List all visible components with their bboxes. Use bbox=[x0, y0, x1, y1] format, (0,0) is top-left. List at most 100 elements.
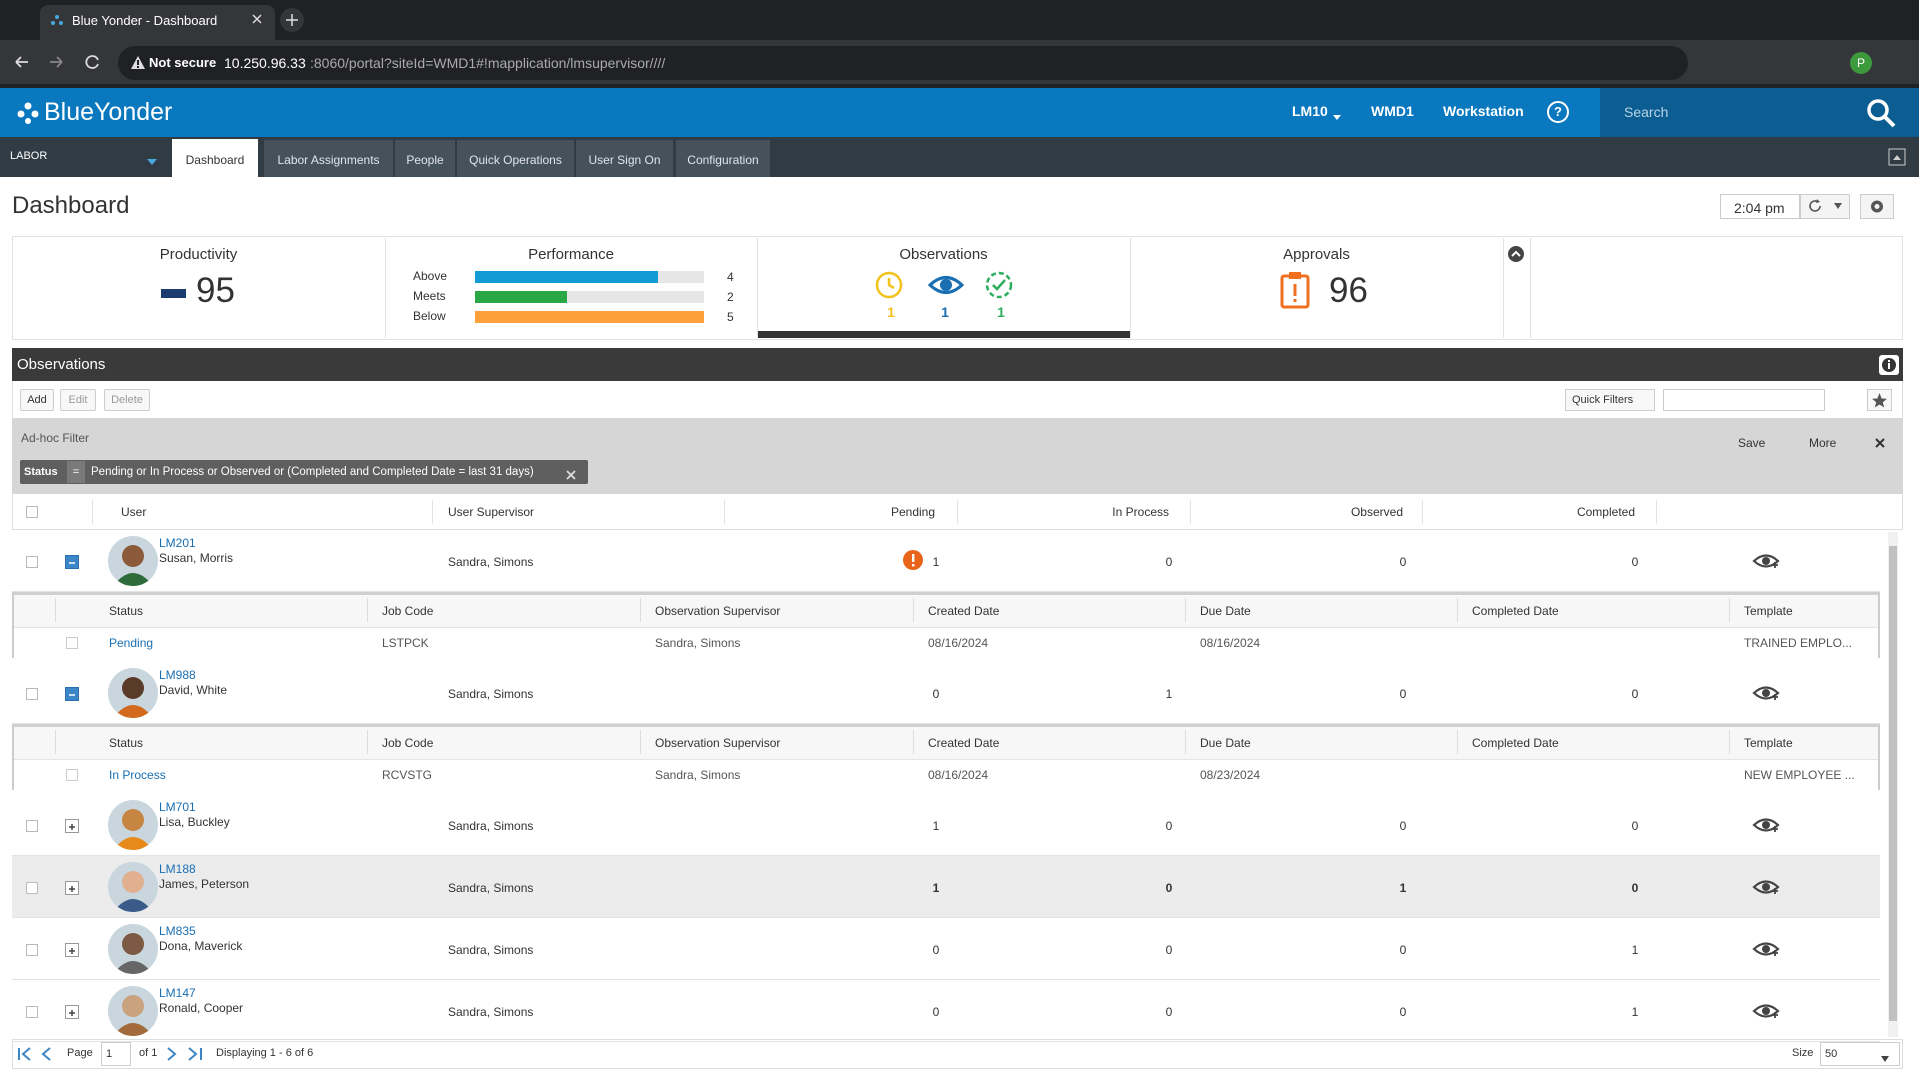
sub-column-header[interactable]: Template bbox=[1744, 736, 1793, 750]
expander[interactable] bbox=[65, 943, 79, 957]
refresh[interactable] bbox=[1800, 194, 1850, 219]
user-id[interactable]: LM835 bbox=[159, 924, 196, 938]
observe-button[interactable] bbox=[1752, 551, 1780, 571]
filter-input[interactable] bbox=[1663, 389, 1825, 411]
nav-tab[interactable] bbox=[457, 140, 574, 177]
filter-close[interactable] bbox=[1874, 436, 1886, 448]
user-id[interactable]: LM201 bbox=[159, 536, 196, 550]
search-icon[interactable] bbox=[1866, 98, 1896, 128]
checkbox[interactable] bbox=[26, 1006, 38, 1018]
settings[interactable] bbox=[1860, 194, 1894, 219]
help[interactable]: ? bbox=[1547, 101, 1569, 123]
expander[interactable] bbox=[65, 687, 79, 701]
sub-column-header[interactable]: Job Code bbox=[382, 604, 434, 618]
expander[interactable] bbox=[65, 881, 79, 895]
more[interactable]: More bbox=[1809, 436, 1837, 450]
observe-button[interactable] bbox=[1752, 877, 1780, 897]
pager-prev[interactable] bbox=[16, 1046, 56, 1062]
expander[interactable] bbox=[65, 1005, 79, 1019]
url-field[interactable] bbox=[118, 46, 1688, 80]
sub-column-header[interactable]: Job Code bbox=[382, 736, 434, 750]
user-id[interactable]: LM188 bbox=[159, 862, 196, 876]
nav-tab-label[interactable]: Configuration bbox=[687, 153, 759, 167]
filter-star[interactable] bbox=[1867, 389, 1892, 411]
module[interactable]: LABOR bbox=[10, 150, 48, 162]
nav-buttons[interactable] bbox=[12, 52, 102, 72]
sub-column-header[interactable]: Created Date bbox=[928, 604, 1000, 618]
row[interactable] bbox=[12, 530, 1880, 592]
nav-tab[interactable] bbox=[676, 140, 770, 177]
sub-column-header[interactable]: Due Date bbox=[1200, 604, 1251, 618]
row[interactable] bbox=[12, 794, 1880, 856]
nav-tab[interactable] bbox=[264, 140, 393, 177]
sub-column-header[interactable]: Observation Supervisor bbox=[655, 736, 781, 750]
size-select[interactable]: 50 bbox=[1820, 1042, 1900, 1066]
pager-next[interactable] bbox=[165, 1046, 205, 1062]
nav-tab-label[interactable]: Dashboard bbox=[185, 153, 245, 167]
checkbox[interactable] bbox=[26, 882, 38, 894]
observe-button[interactable] bbox=[1752, 939, 1780, 959]
column-header[interactable]: Pending bbox=[890, 505, 936, 519]
sub-column-header[interactable]: Created Date bbox=[928, 736, 1000, 750]
new-tab[interactable] bbox=[280, 8, 304, 32]
toolbar-button[interactable]: Edit bbox=[60, 389, 96, 411]
header-menu[interactable]: LM10 bbox=[1292, 103, 1328, 119]
save[interactable]: Save bbox=[1738, 436, 1766, 450]
collapse[interactable] bbox=[1888, 148, 1906, 166]
column-header[interactable]: Observed bbox=[1350, 505, 1403, 519]
sub-column-header[interactable]: Status bbox=[109, 736, 144, 750]
sub-cell[interactable]: In Process bbox=[109, 768, 166, 782]
nav-tab[interactable] bbox=[576, 140, 673, 177]
sub-cell[interactable]: Pending bbox=[109, 636, 154, 650]
sub-column-header[interactable]: Template bbox=[1744, 604, 1793, 618]
toolbar-button[interactable]: Delete bbox=[104, 389, 150, 411]
user-id[interactable]: LM147 bbox=[159, 986, 196, 1000]
nav-tab[interactable] bbox=[395, 140, 455, 177]
row[interactable] bbox=[12, 662, 1880, 724]
profile[interactable]: P bbox=[1850, 52, 1872, 74]
quick-filters[interactable]: Quick Filters bbox=[1565, 389, 1655, 411]
sub-col-divider bbox=[1185, 598, 1186, 622]
chip-close[interactable] bbox=[566, 467, 576, 480]
row[interactable] bbox=[12, 918, 1880, 980]
sub-column-header[interactable]: Due Date bbox=[1200, 736, 1251, 750]
row[interactable] bbox=[12, 980, 1880, 1042]
column-header[interactable]: In Process bbox=[1112, 505, 1169, 519]
checkbox[interactable] bbox=[26, 556, 38, 568]
row[interactable] bbox=[12, 856, 1880, 918]
column-header[interactable]: Completed bbox=[1576, 505, 1635, 519]
page-input[interactable]: 1 bbox=[101, 1042, 131, 1066]
sub-column-header[interactable]: Completed Date bbox=[1472, 604, 1559, 618]
column-header[interactable]: User Supervisor bbox=[448, 505, 535, 519]
toolbar-button[interactable]: Add bbox=[20, 389, 54, 411]
observe-button[interactable] bbox=[1752, 1001, 1780, 1021]
header-menu[interactable]: Workstation bbox=[1443, 103, 1524, 119]
checkbox[interactable] bbox=[66, 769, 78, 781]
tab-close[interactable] bbox=[250, 12, 264, 26]
nav-tab[interactable] bbox=[172, 139, 258, 177]
page-display: Displaying 1 - 6 of 6 bbox=[216, 1047, 314, 1059]
sub-column-header[interactable]: Observation Supervisor bbox=[655, 604, 781, 618]
user-id[interactable]: LM988 bbox=[159, 668, 196, 682]
checkbox[interactable] bbox=[26, 688, 38, 700]
checkbox[interactable] bbox=[66, 637, 78, 649]
widget-toggle[interactable] bbox=[1508, 246, 1524, 262]
nav-tab-label[interactable]: User Sign On bbox=[588, 153, 661, 167]
sub-column-header[interactable]: Completed Date bbox=[1472, 736, 1559, 750]
sub-column-header[interactable]: Status bbox=[109, 604, 144, 618]
checkbox[interactable] bbox=[26, 820, 38, 832]
column-header[interactable]: User bbox=[121, 505, 147, 519]
nav-tab-label[interactable]: Labor Assignments bbox=[277, 153, 380, 167]
search-input[interactable]: Search bbox=[1624, 104, 1669, 120]
grid-info[interactable] bbox=[1879, 355, 1899, 375]
expander[interactable] bbox=[65, 819, 79, 833]
user-id[interactable]: LM701 bbox=[159, 800, 196, 814]
observe-button[interactable] bbox=[1752, 683, 1780, 703]
checkbox[interactable] bbox=[26, 506, 38, 518]
expander[interactable] bbox=[65, 555, 79, 569]
observe-button[interactable] bbox=[1752, 815, 1780, 835]
checkbox[interactable] bbox=[26, 944, 38, 956]
header-menu[interactable]: WMD1 bbox=[1371, 103, 1414, 119]
nav-tab-label[interactable]: Quick Operations bbox=[469, 153, 562, 167]
nav-tab-label[interactable]: People bbox=[406, 153, 444, 167]
